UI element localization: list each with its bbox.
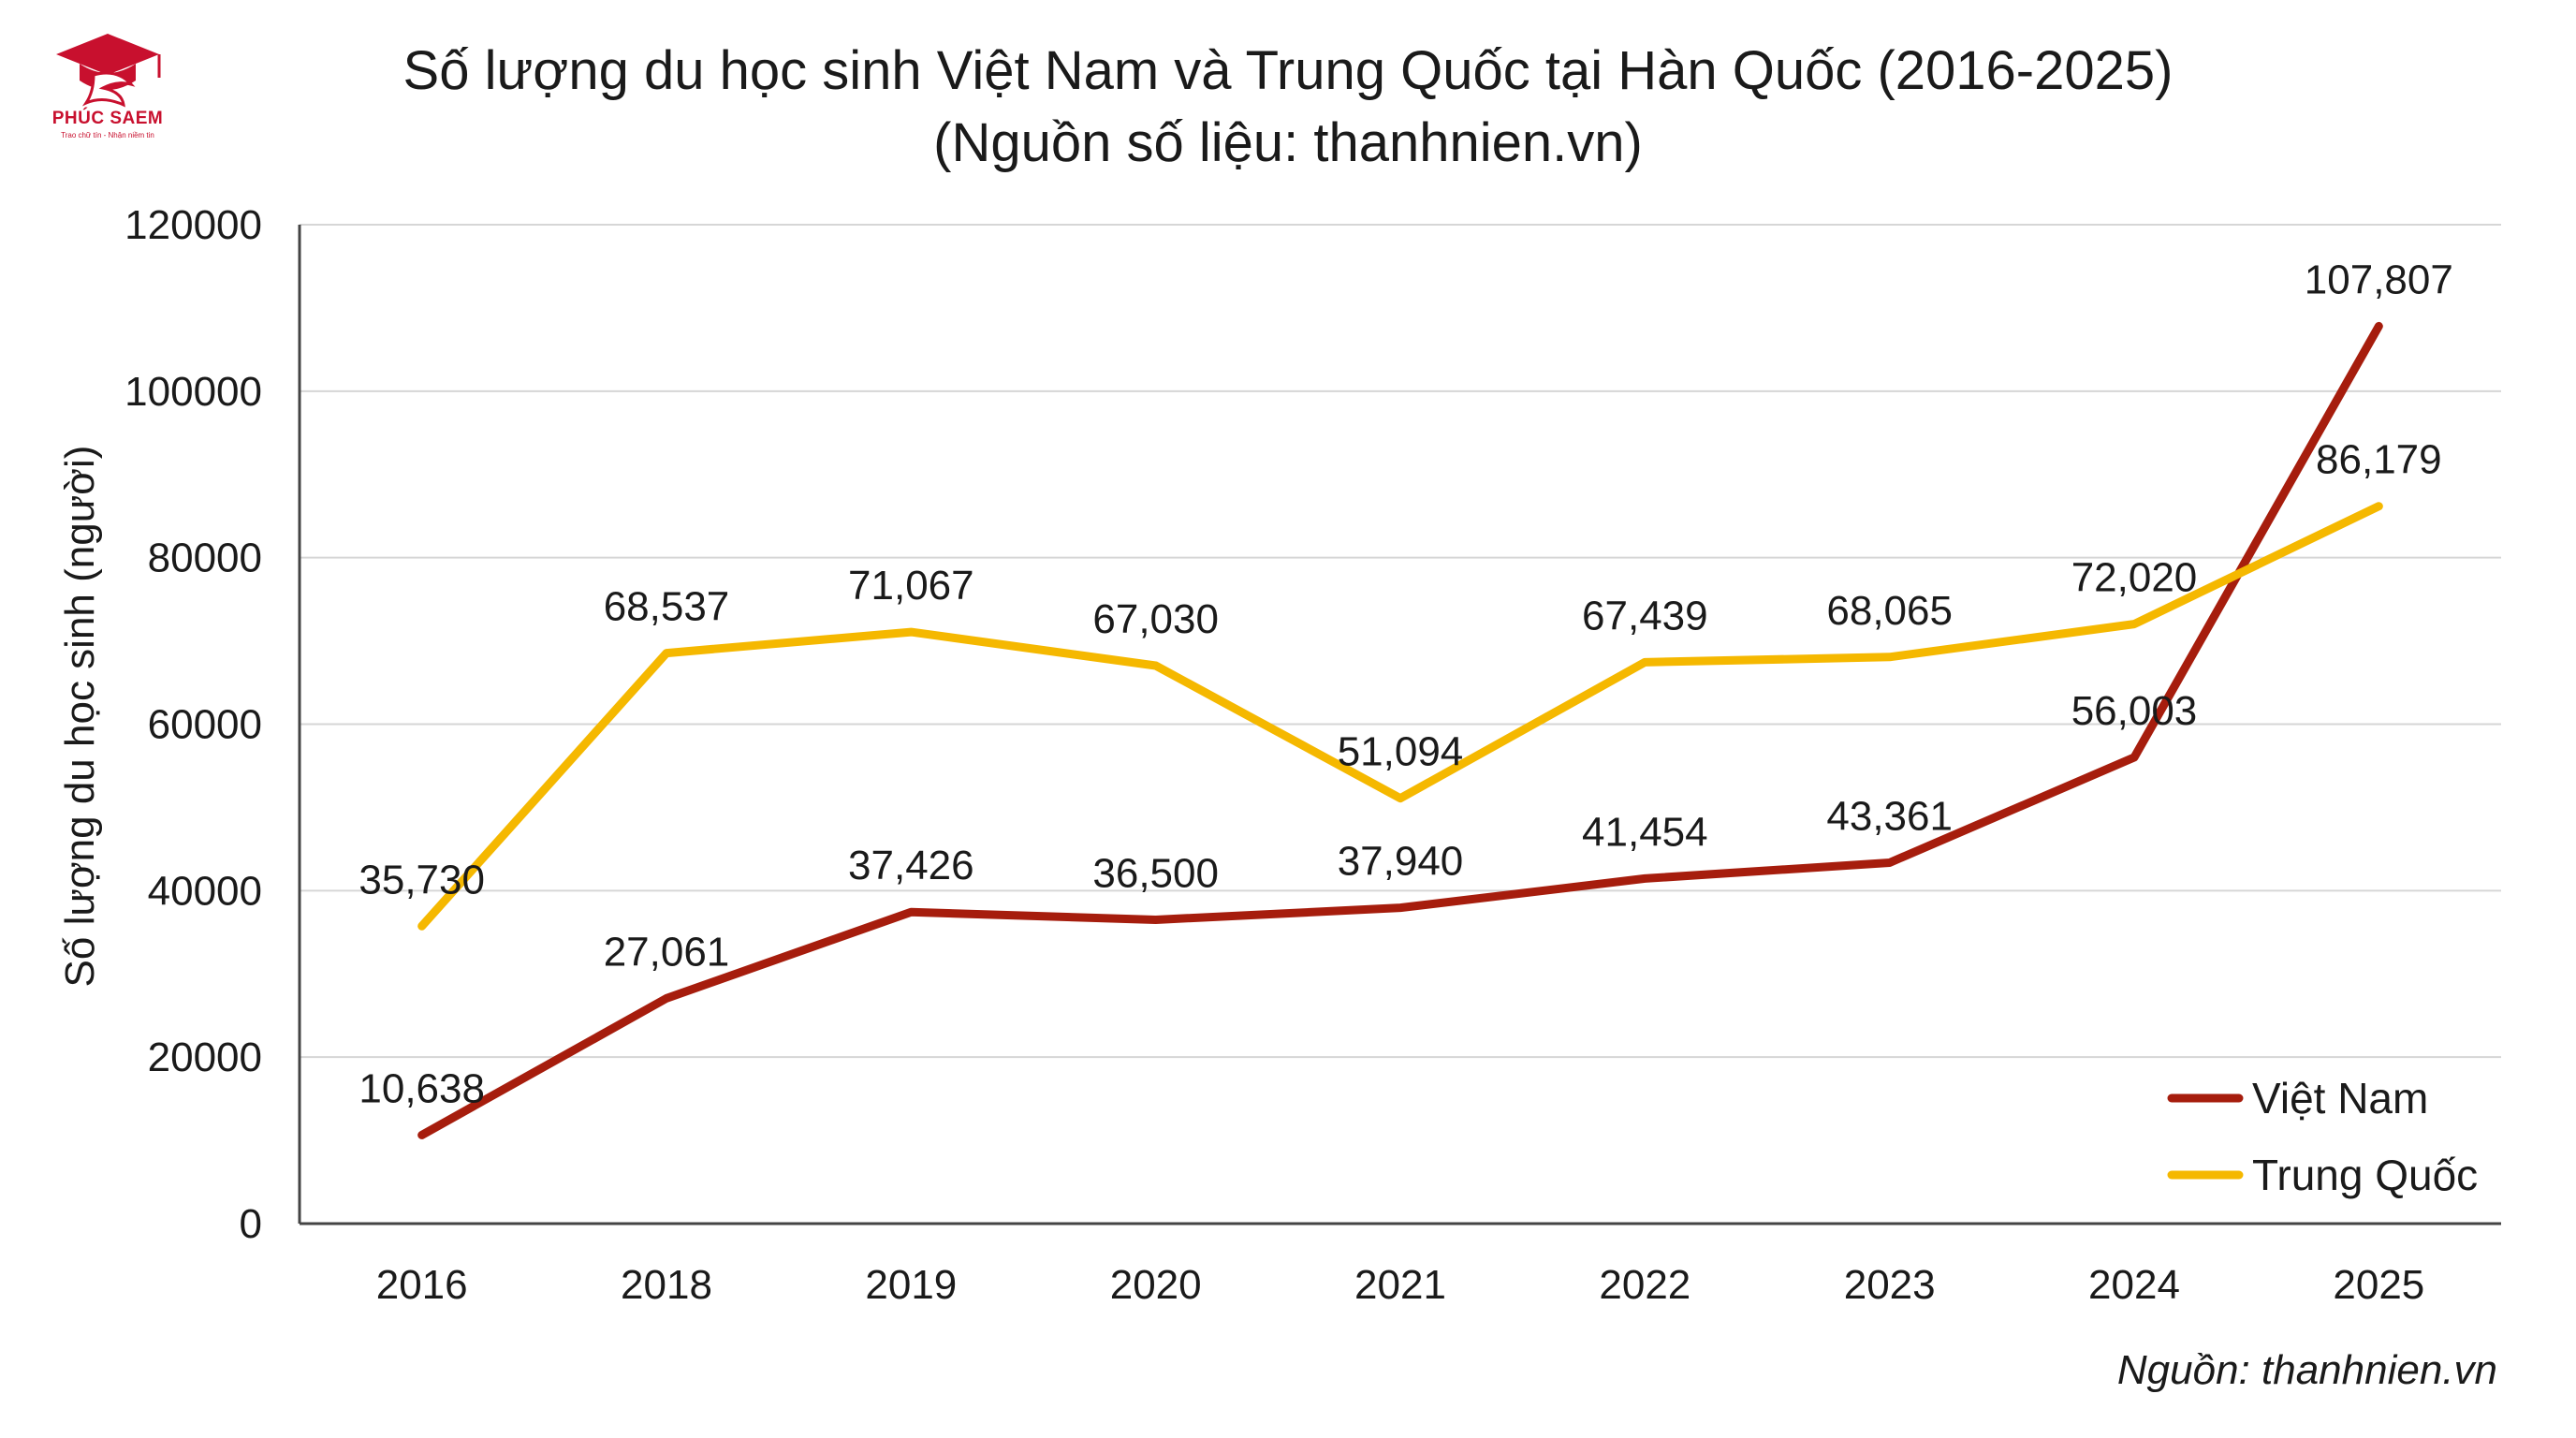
y-tick-label: 60000 xyxy=(148,702,262,748)
data-label: 56,003 xyxy=(2071,688,2198,734)
x-tick-label: 2021 xyxy=(1354,1262,1446,1308)
data-label: 51,094 xyxy=(1338,729,1464,775)
y-tick-label: 0 xyxy=(240,1201,262,1247)
y-axis-label: Số lượng du học sinh (người) xyxy=(57,446,103,988)
series-line-0 xyxy=(417,321,2383,1139)
data-label: 35,730 xyxy=(359,857,485,902)
x-tick-label: 2019 xyxy=(865,1262,957,1308)
x-tick-label: 2025 xyxy=(2333,1262,2424,1308)
data-label: 107,807 xyxy=(2305,257,2453,302)
series-line-1 xyxy=(417,502,2383,931)
y-tick-label: 20000 xyxy=(148,1034,262,1080)
graduation-cap-logo-icon xyxy=(56,34,161,108)
x-tick-label: 2022 xyxy=(1599,1262,1690,1308)
legend-label: Trung Quốc xyxy=(2252,1151,2478,1199)
y-tick-label: 100000 xyxy=(124,369,262,415)
x-tick-label: 2024 xyxy=(2088,1262,2180,1308)
brand-name: PHÚC SAEM xyxy=(51,109,164,128)
y-tick-label: 80000 xyxy=(148,536,262,581)
x-tick-label: 2023 xyxy=(1844,1262,1936,1308)
x-tick-label: 2018 xyxy=(621,1262,712,1308)
chart-subtitle: (Nguồn số liệu: thanhnien.vn) xyxy=(933,112,1643,173)
data-label: 72,020 xyxy=(2071,555,2198,601)
data-label: 86,179 xyxy=(2316,437,2442,483)
brand-tagline: Trao chữ tín - Nhận niềm tin xyxy=(61,131,154,139)
y-tick-label: 120000 xyxy=(124,202,262,248)
data-label: 37,940 xyxy=(1338,839,1464,885)
legend: Việt Nam Trung Quốc xyxy=(2167,1074,2478,1199)
data-label: 68,537 xyxy=(604,584,730,630)
data-label: 67,439 xyxy=(1582,593,1708,638)
data-label: 71,067 xyxy=(848,563,974,609)
legend-label: Việt Nam xyxy=(2252,1074,2428,1123)
axes: 0 20000 40000 60000 80000 100000 120000 2016 201… xyxy=(124,202,2501,1308)
x-tick-label: 2016 xyxy=(376,1262,468,1308)
x-tick-label: 2020 xyxy=(1110,1262,1202,1308)
data-label: 36,500 xyxy=(1092,850,1219,896)
gridlines xyxy=(300,224,2501,1059)
chart-title: Số lượng du học sinh Việt Nam và Trung Q… xyxy=(403,40,2174,101)
series-lines xyxy=(417,321,2383,1139)
source-footer: Nguồn: thanhnien.vn xyxy=(2117,1347,2497,1393)
data-label: 41,454 xyxy=(1582,809,1708,855)
brand-logo: PHÚC SAEM Trao chữ tín - Nhận niềm tin xyxy=(28,26,187,148)
y-tick-label: 40000 xyxy=(148,868,262,914)
data-label: 43,361 xyxy=(1826,793,1953,839)
data-label: 10,638 xyxy=(359,1065,485,1111)
data-label: 37,426 xyxy=(848,843,974,888)
data-label: 27,061 xyxy=(604,929,730,975)
data-label: 67,030 xyxy=(1092,596,1219,642)
data-label: 68,065 xyxy=(1826,588,1953,634)
data-labels: 10,638 27,061 37,426 36,500 37,940 41,454 43,3… xyxy=(359,257,2452,1111)
